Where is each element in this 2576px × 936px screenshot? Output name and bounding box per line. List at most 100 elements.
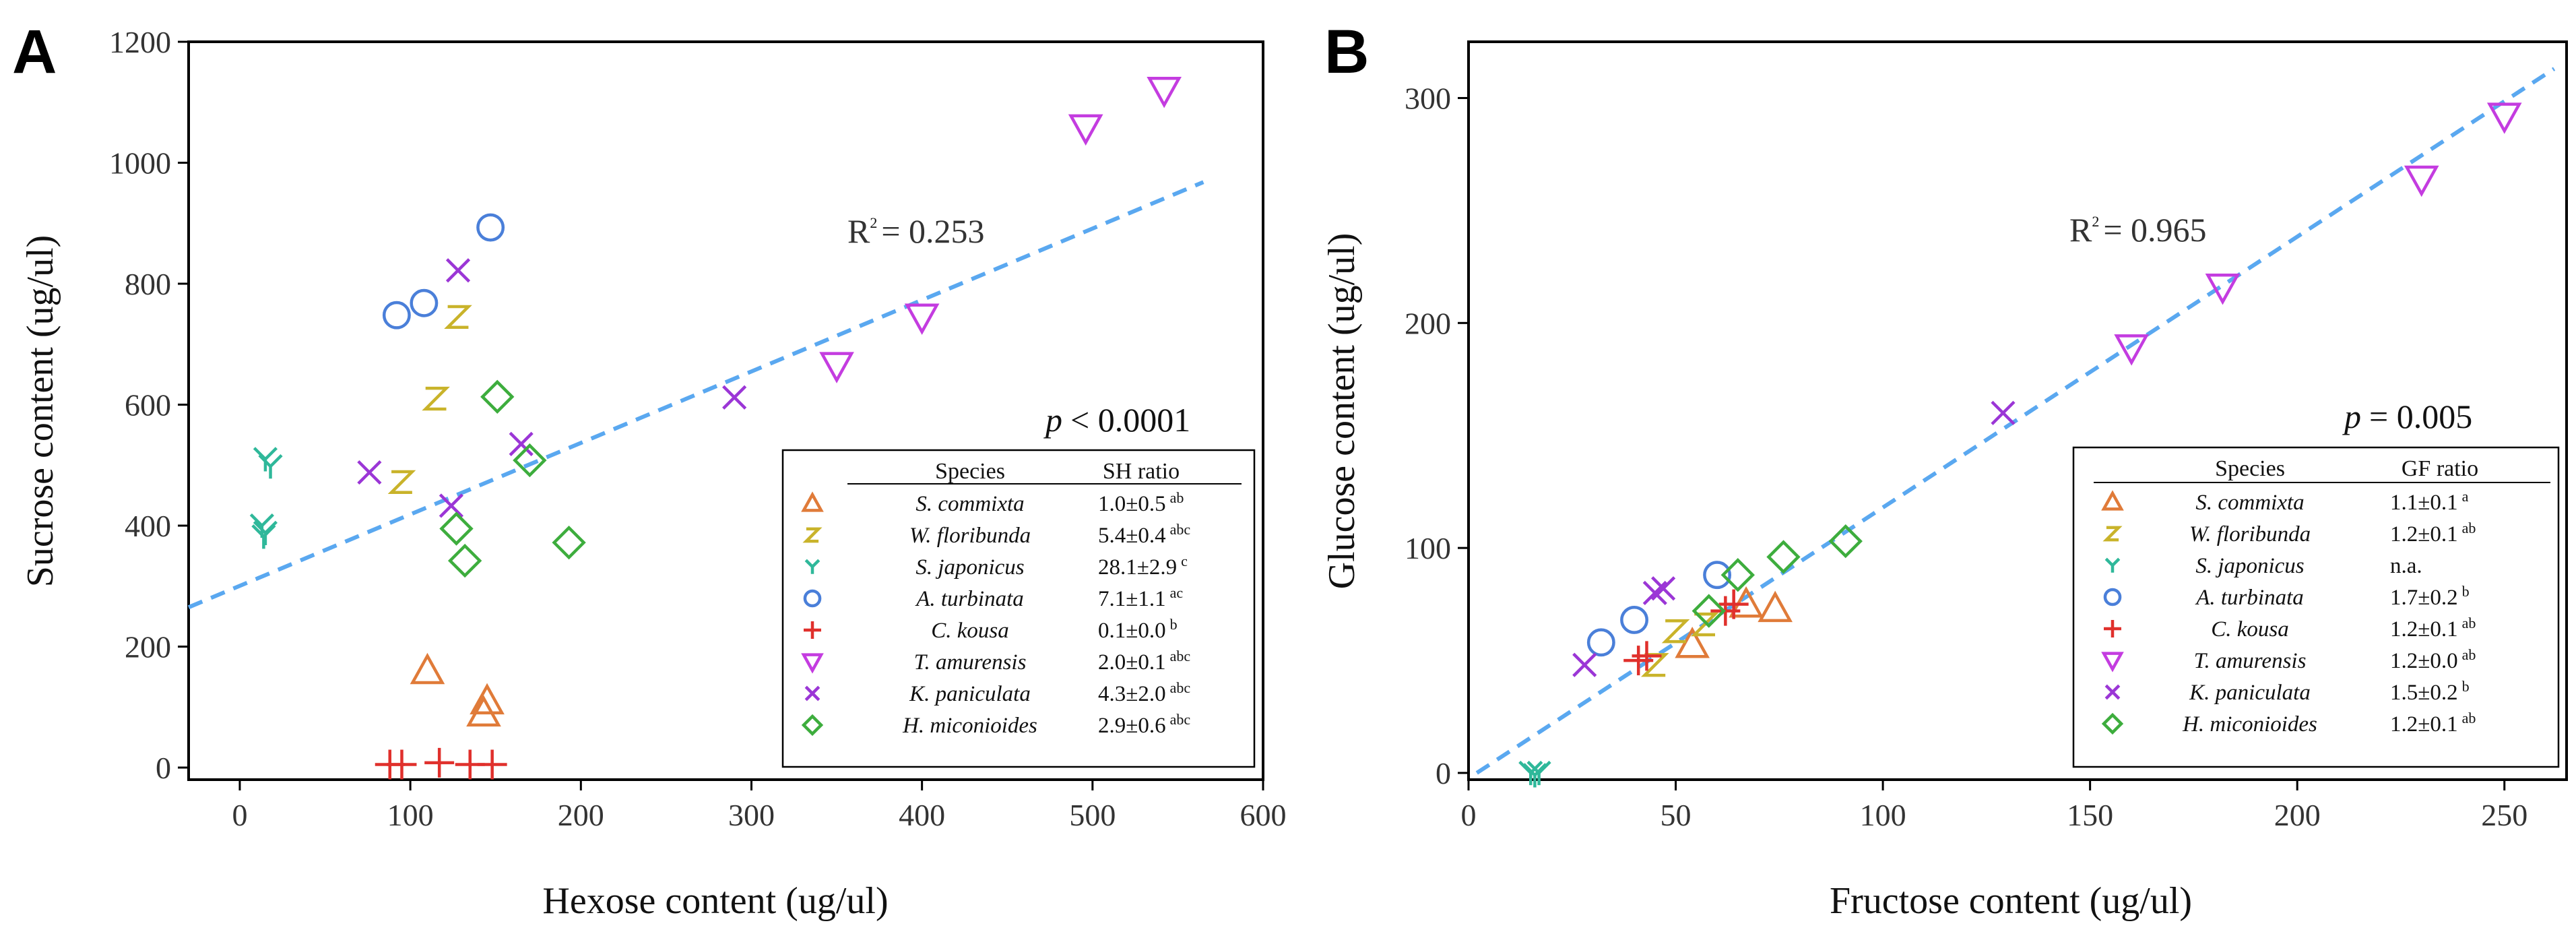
panel-a-legend-ratio-c-kousa: 0.1±0.0 b <box>1098 616 1178 643</box>
panel-a-legend-species-s-commixta: S. commixta <box>915 492 1024 516</box>
panel-b-legend-species-c-kousa: C. kousa <box>2211 617 2289 642</box>
panel-a-ytick-label: 800 <box>125 267 171 301</box>
panel-b-point-h-miconioides <box>1720 558 1755 592</box>
panel-b-legend-marker-c-kousa <box>2104 620 2121 637</box>
panel-a-legend-species-h-miconioides: H. miconioides <box>902 714 1037 738</box>
panel-b-legend-marker-s-japonicus <box>2104 557 2121 573</box>
panel-b-point-w-floribunda <box>1661 619 1690 644</box>
panel-b-legend-ratio-s-japonicus: n.a. <box>2390 554 2422 578</box>
panel-a-series-t-amurensis <box>819 76 1182 383</box>
panel-b-r2: R2 = 0.965 <box>2069 211 2207 249</box>
panel-a-pvalue: p < 0.0001 <box>1043 401 1190 439</box>
panel-b-legend-rows: S. commixta 1.1±0.1 a W. floribunda 1.2±0.1 a… <box>2101 488 2476 737</box>
panel-a-point-s-commixta <box>410 652 445 685</box>
panel-b-series-t-amurensis <box>2114 102 2522 366</box>
panel-b-point-k-paniculata <box>1642 580 1667 606</box>
panel-b-legend-species-h-miconioides: H. miconioides <box>2182 712 2317 737</box>
panel-b-legend-species-s-commixta: S. commixta <box>2195 491 2304 515</box>
panel-b-series-h-miconioides <box>1692 524 1863 628</box>
panel-a-point-c-kousa <box>477 749 507 780</box>
panel-b-series-k-paniculata <box>1572 400 2016 677</box>
panel-b-legend-species-s-japonicus: S. japonicus <box>2195 554 2304 578</box>
panel-a-legend-ratio-s-commixta: 1.0±0.5 ab <box>1098 489 1184 516</box>
panel-a-ytick-label: 400 <box>125 509 171 543</box>
panel-b-xtick-label: 250 <box>2481 798 2527 832</box>
panel-a-legend-marker-t-amurensis <box>801 653 824 674</box>
panel-a-legend-marker-w-floribunda <box>802 527 823 543</box>
panel-b-legend-marker-k-paniculata <box>2104 684 2121 700</box>
panel-b-legend-marker-h-miconioides <box>2101 712 2124 735</box>
panel-a-point-t-amurensis <box>1068 114 1103 146</box>
panel-a-legend-marker-k-paniculata <box>804 685 820 701</box>
panel-a-point-h-miconioides <box>480 379 515 414</box>
panel-a-point-c-kousa <box>387 749 417 780</box>
panel-b-legend-ratio-h-miconioides: 1.2±0.1 ab <box>2390 710 2476 737</box>
panel-a-ytick-label: 1200 <box>109 25 171 59</box>
panel-a-ylabel: Sucrose content (ug/ul) <box>20 235 61 588</box>
panel-a-xtick-label: 400 <box>899 798 945 832</box>
panel-a-legend-ratio-s-japonicus: 28.1±2.9 c <box>1098 553 1188 580</box>
panel-b-frame <box>1467 40 2568 781</box>
panel-a-point-k-paniculata <box>439 493 463 518</box>
panel-b-ylabel: Glucose content (ug/ul) <box>1321 233 1363 590</box>
panel-a-legend-ratio-a-turbinata: 7.1±1.1 ac <box>1098 584 1183 611</box>
panel-a-legend-marker-s-commixta <box>801 491 824 512</box>
panel-b-ytick-label: 300 <box>1405 81 1451 115</box>
panel-b-point-h-miconioides <box>1828 524 1863 559</box>
panel-a-xtick-label: 300 <box>728 798 775 832</box>
panel-a-legend-ratio-t-amurensis: 2.0±0.1 abc <box>1098 648 1190 675</box>
panel-b-legend-species-a-turbinata: A. turbinata <box>2195 586 2304 610</box>
panel-b-point-h-miconioides <box>1766 540 1801 574</box>
panel-b-series-s-japonicus <box>1518 760 1551 788</box>
panel-a-point-k-paniculata <box>509 431 534 456</box>
panel-a-point-w-floribunda <box>387 470 416 495</box>
panel-a-legend-ratio-h-miconioides: 2.9±0.6 abc <box>1098 711 1190 738</box>
panel-b-point-c-kousa <box>1718 589 1749 619</box>
panel-a-point-s-commixta <box>470 683 505 715</box>
panel-a-legend-header-species: Species <box>935 459 1005 484</box>
panel-b-trendline <box>1475 67 2556 775</box>
panel-a-series-w-floribunda <box>387 305 472 495</box>
panel-a-xtick-label: 500 <box>1069 798 1116 832</box>
panel-b-letter: B <box>1324 18 1369 86</box>
panel-b-legend-marker-a-turbinata <box>2103 588 2122 606</box>
panel-a-point-h-miconioides <box>552 525 586 560</box>
panel-a-legend-rows: S. commixta 1.0±0.5 ab W. floribunda 5.4±0.4… <box>801 489 1190 738</box>
panel-b-ytick-label: 0 <box>1436 756 1451 790</box>
panel-a-legend-box <box>781 449 1256 768</box>
panel-a-point-s-japonicus <box>251 524 276 549</box>
panel-a-point-w-floribunda <box>444 305 472 330</box>
panel-a-point-s-commixta <box>466 695 501 727</box>
panel-a-series-s-commixta <box>410 652 505 727</box>
panel-a-frame <box>187 40 1264 781</box>
panel-b-legend-species-w-floribunda: W. floribunda <box>2189 522 2311 547</box>
panel-b-point-c-kousa <box>1623 646 1654 676</box>
panel-b-legend-box <box>2072 446 2560 768</box>
panel-b-legend-ratio-a-turbinata: 1.7±0.2 b <box>2390 583 2470 610</box>
panel-b-legend-marker-w-floribunda <box>2102 526 2123 542</box>
panel-a-r2: R2 = 0.253 <box>847 212 985 250</box>
panel-a-point-k-paniculata <box>445 258 471 283</box>
panel-b-ytick-label: 100 <box>1405 531 1451 565</box>
panel-b-point-t-amurensis <box>2205 274 2241 305</box>
panel-a-ticks: 0 100 200 300 400 500 600 0 200 400 600 800 1000 1200 <box>109 25 1287 832</box>
panel-b-ticks: 0 50 100 150 200 250 0 100 200 300 <box>1405 81 2527 832</box>
panel-a: A 0 100 200 300 400 500 600 0 200 400 600 800 1000 12… <box>12 18 1287 922</box>
panel-a-legend: Species SH ratio S. commixta 1.0±0.5 ab W. … <box>781 449 1256 768</box>
panel-a-legend-marker-c-kousa <box>804 621 821 639</box>
panel-b-point-h-miconioides <box>1692 594 1726 628</box>
panel-b-xtick-label: 200 <box>2274 798 2321 832</box>
panel-b: B 0 50 100 150 200 250 0 100 200 300 Fructose con… <box>1321 18 2568 922</box>
panel-b-point-a-turbinata <box>1586 628 1615 657</box>
panel-a-point-s-japonicus <box>258 454 283 479</box>
panel-a-legend-species-s-japonicus: S. japonicus <box>915 555 1024 580</box>
panel-a-ytick-label: 0 <box>156 751 171 785</box>
panel-a-xtick-label: 0 <box>232 798 247 832</box>
panel-b-point-k-paniculata <box>1991 400 2016 425</box>
panel-b-legend-marker-t-amurensis <box>2101 652 2124 673</box>
panel-a-legend-species-a-turbinata: A. turbinata <box>915 587 1024 611</box>
panel-b-legend-species-k-paniculata: K. paniculata <box>2189 681 2311 705</box>
panel-a-legend-ratio-w-floribunda: 5.4±0.4 abc <box>1098 521 1190 548</box>
panel-b-point-s-japonicus <box>1522 763 1547 788</box>
